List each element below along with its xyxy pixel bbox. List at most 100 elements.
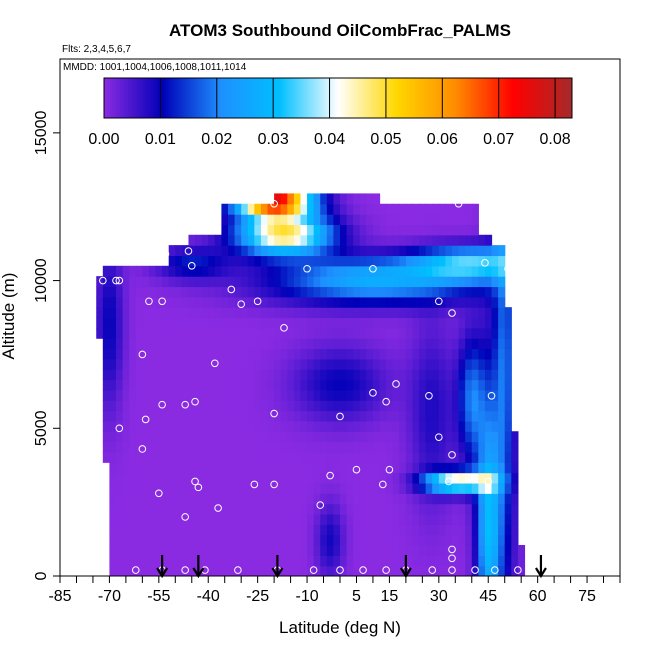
measurement-point — [448, 451, 456, 459]
heatmap-cell — [405, 534, 414, 546]
heatmap-cell — [353, 513, 361, 525]
heatmap-cell — [313, 524, 321, 536]
heatmap-cell — [228, 224, 236, 236]
heatmap-cell — [392, 420, 400, 432]
measurement-point — [112, 276, 120, 285]
heatmap-cell — [366, 245, 374, 257]
heatmap-cell — [135, 338, 143, 350]
heatmap-cell — [254, 431, 262, 443]
heatmap-cell — [458, 555, 466, 567]
heatmap-cell — [386, 203, 394, 215]
heatmap-cell — [372, 555, 381, 567]
heatmap-cell — [109, 286, 117, 298]
heatmap-cell — [425, 265, 433, 277]
heatmap-cell — [293, 493, 302, 505]
heatmap-cell — [419, 462, 427, 474]
heatmap-cell — [208, 369, 216, 381]
heatmap-cell — [254, 451, 262, 463]
heatmap-cell — [412, 482, 420, 494]
heatmap-cell — [478, 276, 486, 288]
heatmap-cell — [254, 276, 262, 288]
heatmap-cell — [412, 338, 420, 350]
heatmap-cell — [452, 358, 460, 370]
heatmap-cell — [116, 451, 124, 463]
heatmap-cell — [162, 276, 170, 288]
heatmap-cell — [313, 472, 321, 484]
heatmap-cell — [96, 327, 104, 339]
heatmap-cell — [260, 493, 269, 505]
heatmap-cell — [504, 431, 512, 443]
measurement-point — [481, 259, 489, 267]
heatmap-cell — [267, 451, 275, 463]
heatmap-cell — [372, 255, 381, 267]
heatmap-cell — [241, 441, 249, 453]
heatmap-cell — [320, 317, 328, 329]
heatmap-cell — [214, 276, 223, 288]
heatmap-cell — [122, 451, 130, 463]
colorbar-gradient — [103, 77, 573, 119]
heatmap-cell — [162, 462, 170, 474]
heatmap-cell — [280, 307, 288, 319]
heatmap-cell — [287, 193, 295, 205]
heatmap-cell — [320, 431, 328, 443]
heatmap-cell — [307, 265, 315, 277]
heatmap-cell — [366, 296, 374, 308]
heatmap-cell — [175, 544, 183, 556]
heatmap-cell — [307, 400, 315, 412]
heatmap-cell — [175, 493, 183, 505]
heatmap-cell — [399, 224, 407, 236]
heatmap-cell — [221, 431, 229, 443]
heatmap-cell — [201, 513, 209, 525]
heatmap-cell — [419, 451, 427, 463]
heatmap-cell — [478, 565, 486, 576]
heatmap-cell — [432, 524, 440, 536]
heatmap-cell — [412, 565, 420, 576]
heatmap-cell — [293, 234, 302, 246]
heatmap-cell — [419, 544, 427, 556]
heatmap-cell — [148, 286, 157, 298]
heatmap-cell — [425, 296, 433, 308]
heatmap-cell — [181, 503, 190, 515]
heatmap-cell — [313, 338, 321, 350]
heatmap-cell — [392, 348, 400, 360]
heatmap-cell — [458, 389, 466, 401]
heatmap-cell — [432, 379, 440, 391]
heatmap-cell — [228, 472, 236, 484]
heatmap-cell — [102, 400, 111, 412]
heatmap-cell — [234, 358, 242, 370]
heatmap-cell — [274, 441, 282, 453]
heatmap-cell — [228, 338, 236, 350]
heatmap-cell — [333, 472, 341, 484]
heatmap-cell — [386, 369, 394, 381]
heatmap-cell — [452, 524, 460, 536]
heatmap-cell — [116, 462, 124, 474]
heatmap-cell — [254, 472, 262, 484]
heatmap-cell — [195, 431, 203, 443]
heatmap-cell — [280, 420, 288, 432]
heatmap-cell — [116, 317, 124, 329]
heatmap-cell — [228, 482, 236, 494]
heatmap-cell — [326, 431, 335, 443]
heatmap-cell — [452, 327, 460, 339]
heatmap-cell — [175, 524, 183, 536]
heatmap-cell — [228, 462, 236, 474]
heatmap-cell — [465, 400, 473, 412]
heatmap-cell — [458, 296, 466, 308]
heatmap-cell — [267, 400, 275, 412]
heatmap-cell — [188, 565, 196, 576]
heatmap-cell — [432, 203, 440, 215]
heatmap-cell — [412, 544, 420, 556]
heatmap-cell — [386, 482, 394, 494]
heatmap-cell — [155, 462, 163, 474]
heatmap-cell — [208, 431, 216, 443]
heatmap-cell — [399, 369, 407, 381]
heatmap-cell — [208, 265, 216, 277]
heatmap-cell — [96, 307, 104, 319]
heatmap-cell — [498, 265, 506, 277]
heatmap-cell — [412, 296, 420, 308]
heatmap-cell — [109, 338, 117, 350]
heatmap-cell — [458, 276, 466, 288]
heatmap-cell — [471, 534, 479, 546]
heatmap-cell — [287, 555, 295, 567]
heatmap-cell — [267, 503, 275, 515]
